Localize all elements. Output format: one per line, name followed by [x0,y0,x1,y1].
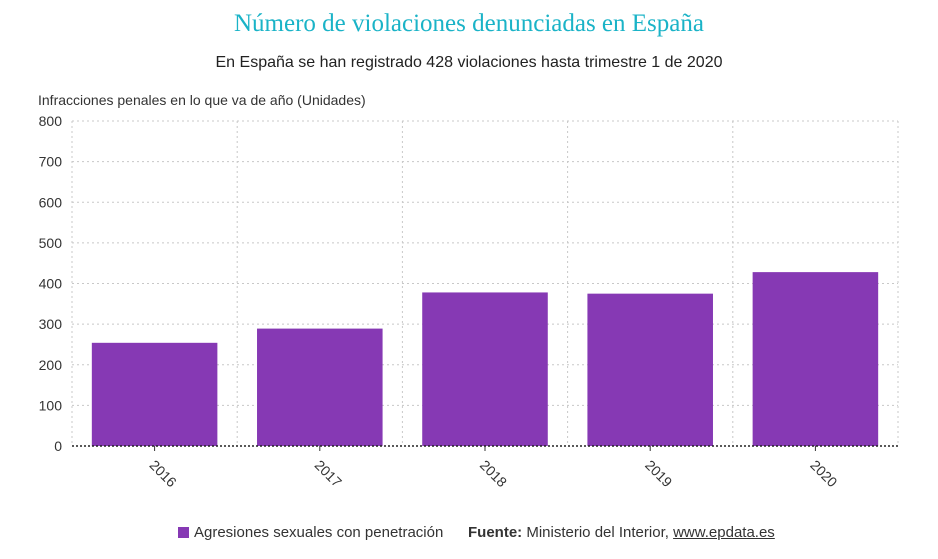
y-tick-label: 0 [54,438,62,454]
y-tick-label: 400 [39,276,63,292]
y-tick-label: 500 [39,235,63,251]
y-tick-label: 800 [39,113,63,129]
x-tick-label: 2020 [807,457,840,490]
legend-swatch [178,527,189,538]
bar [587,293,713,446]
source-link[interactable]: www.epdata.es [673,524,775,541]
x-tick-label: 2018 [477,457,510,490]
x-tick-label: 2017 [312,457,345,490]
y-tick-label: 700 [39,154,63,170]
source-text: Ministerio del Interior, [526,524,669,541]
x-tick-label: 2019 [642,457,675,490]
y-axis-label: Infracciones penales en lo que va de año… [38,92,366,108]
source-note: Fuente: Ministerio del Interior, www.epd… [468,524,775,541]
legend[interactable]: Agresiones sexuales con penetración [178,524,443,541]
y-tick-label: 100 [39,397,63,413]
y-tick-label: 200 [39,357,63,373]
chart-title: Número de violaciones denunciadas en Esp… [234,10,704,37]
bar [257,328,383,446]
bar [91,342,218,446]
source-label: Fuente: [468,524,523,541]
bar [422,292,548,446]
y-tick-label: 300 [39,316,63,332]
legend-label: Agresiones sexuales con penetración [194,524,444,541]
chart-subtitle: En España se han registrado 428 violacio… [215,54,723,71]
x-tick-label: 2016 [146,457,179,490]
bar-chart: 0 100 200 300 400 500 600 700 800 2016 2017 2018 201… [39,113,899,490]
bar [752,272,879,446]
y-tick-label: 600 [39,194,63,210]
